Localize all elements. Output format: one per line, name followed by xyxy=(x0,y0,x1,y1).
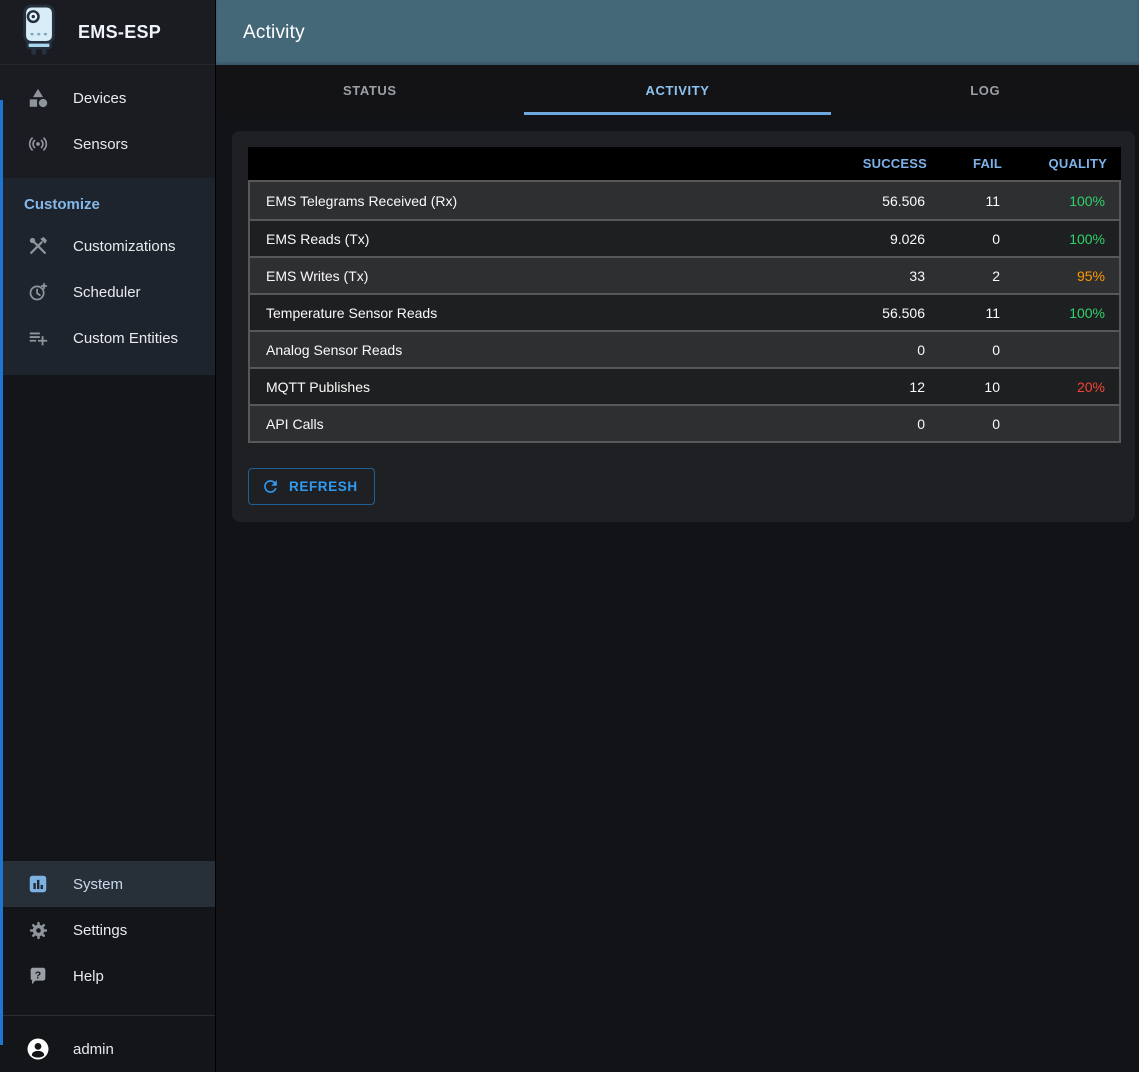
row-fail: 2 xyxy=(992,267,1000,284)
svg-text:?: ? xyxy=(35,969,41,981)
sensors-icon xyxy=(26,132,50,156)
user-label: admin xyxy=(73,1040,114,1058)
table-header-row: SUCCESS FAIL QUALITY xyxy=(248,147,1121,180)
sidebar-nav-top: Devices Sensors xyxy=(0,65,215,178)
row-success: 12 xyxy=(909,378,925,395)
sidebar-item-settings[interactable]: Settings xyxy=(0,907,215,953)
construction-icon xyxy=(26,234,50,258)
row-name: API Calls xyxy=(266,415,324,432)
column-header-success: SUCCESS xyxy=(862,156,927,171)
refresh-button[interactable]: REFRESH xyxy=(248,468,375,505)
sidebar-item-label: System xyxy=(73,875,124,893)
refresh-button-label: REFRESH xyxy=(289,479,358,494)
app-bar: Activity xyxy=(216,0,1139,65)
row-fail: 0 xyxy=(992,341,1000,358)
table-row: MQTT Publishes 12 10 20% xyxy=(250,367,1119,404)
clock-add-icon xyxy=(26,280,50,304)
row-success: 56.506 xyxy=(882,304,925,321)
row-name: EMS Writes (Tx) xyxy=(266,267,369,284)
sidebar-item-devices[interactable]: Devices xyxy=(0,75,215,121)
brand-title: EMS-ESP xyxy=(78,21,162,42)
sidebar-item-label: Sensors xyxy=(73,135,129,153)
table-row: Analog Sensor Reads 0 0 xyxy=(250,330,1119,367)
refresh-icon xyxy=(261,477,280,496)
activity-table: SUCCESS FAIL QUALITY EMS Telegrams Recei… xyxy=(248,147,1121,443)
category-icon xyxy=(26,86,50,110)
sidebar-item-label: Scheduler xyxy=(73,283,141,301)
tab-bar: STATUS ACTIVITY LOG xyxy=(216,65,1139,115)
sidebar-nav-bottom: System Settings xyxy=(0,853,215,1007)
row-name: Temperature Sensor Reads xyxy=(266,304,438,321)
table-body: EMS Telegrams Received (Rx) 56.506 11 10… xyxy=(248,180,1121,443)
row-quality: 95% xyxy=(1076,267,1105,284)
row-success: 0 xyxy=(917,415,925,432)
row-success: 0 xyxy=(917,341,925,358)
help-bubble-icon: ? xyxy=(26,964,50,988)
sidebar-spacer xyxy=(0,375,215,853)
table-row: EMS Writes (Tx) 33 2 95% xyxy=(250,256,1119,293)
sidebar-item-label: Custom Entities xyxy=(73,329,179,347)
sidebar-item-custom-entities[interactable]: Custom Entities xyxy=(0,315,215,361)
row-success: 56.506 xyxy=(882,192,925,209)
sidebar-item-customizations[interactable]: Customizations xyxy=(0,223,215,269)
main-area: Activity STATUS ACTIVITY LOG SUCCESS FAI… xyxy=(216,0,1139,1072)
row-success: 9.026 xyxy=(889,230,925,247)
sidebar-item-sensors[interactable]: Sensors xyxy=(0,121,215,167)
sidebar-item-label: Help xyxy=(73,967,104,985)
gear-icon xyxy=(26,918,50,942)
column-header-fail: FAIL xyxy=(973,156,1002,171)
bar-chart-icon xyxy=(26,872,50,896)
row-fail: 0 xyxy=(992,415,1000,432)
row-name: EMS Telegrams Received (Rx) xyxy=(266,192,458,209)
row-quality: 100% xyxy=(1069,192,1105,209)
left-edge-line xyxy=(0,100,3,1045)
column-header-quality: QUALITY xyxy=(1048,156,1107,171)
sidebar: EMS-ESP Devices xyxy=(0,0,216,1072)
row-quality: 20% xyxy=(1076,378,1105,395)
tab-activity[interactable]: ACTIVITY xyxy=(523,65,832,115)
table-row: EMS Reads (Tx) 9.026 0 100% xyxy=(250,219,1119,256)
sidebar-item-system[interactable]: System xyxy=(0,861,215,907)
section-header: Customize xyxy=(24,196,100,213)
activity-card: SUCCESS FAIL QUALITY EMS Telegrams Recei… xyxy=(232,131,1135,522)
sidebar-item-admin[interactable]: admin xyxy=(0,1026,215,1072)
row-fail: 11 xyxy=(985,192,1000,209)
table-row: EMS Telegrams Received (Rx) 56.506 11 10… xyxy=(250,182,1119,219)
row-fail: 11 xyxy=(985,304,1000,321)
page-title: Activity xyxy=(243,21,305,43)
row-quality: 100% xyxy=(1069,230,1105,247)
row-quality: 100% xyxy=(1069,304,1105,321)
row-name: MQTT Publishes xyxy=(266,378,370,395)
sidebar-item-label: Devices xyxy=(73,89,127,107)
table-row: Temperature Sensor Reads 56.506 11 100% xyxy=(250,293,1119,330)
sidebar-divider xyxy=(0,1015,215,1016)
playlist-add-icon xyxy=(26,326,50,350)
sidebar-item-help[interactable]: ? Help xyxy=(0,953,215,999)
sidebar-item-label: Settings xyxy=(73,921,128,939)
row-fail: 0 xyxy=(992,230,1000,247)
tab-log[interactable]: LOG xyxy=(970,82,1001,98)
account-circle-icon xyxy=(26,1037,50,1061)
sidebar-header: EMS-ESP xyxy=(0,0,215,65)
tab-status[interactable]: STATUS xyxy=(343,82,397,98)
table-row: API Calls 0 0 xyxy=(250,404,1119,441)
boiler-icon xyxy=(16,3,62,62)
row-name: EMS Reads (Tx) xyxy=(266,230,370,247)
row-success: 33 xyxy=(909,267,925,284)
sidebar-item-scheduler[interactable]: Scheduler xyxy=(0,269,215,315)
tab-content: SUCCESS FAIL QUALITY EMS Telegrams Recei… xyxy=(216,115,1139,1072)
sidebar-section-customize: Customize Customizations xyxy=(0,178,215,375)
row-fail: 10 xyxy=(984,378,1000,395)
row-name: Analog Sensor Reads xyxy=(266,341,403,358)
sidebar-item-label: Customizations xyxy=(73,237,176,255)
